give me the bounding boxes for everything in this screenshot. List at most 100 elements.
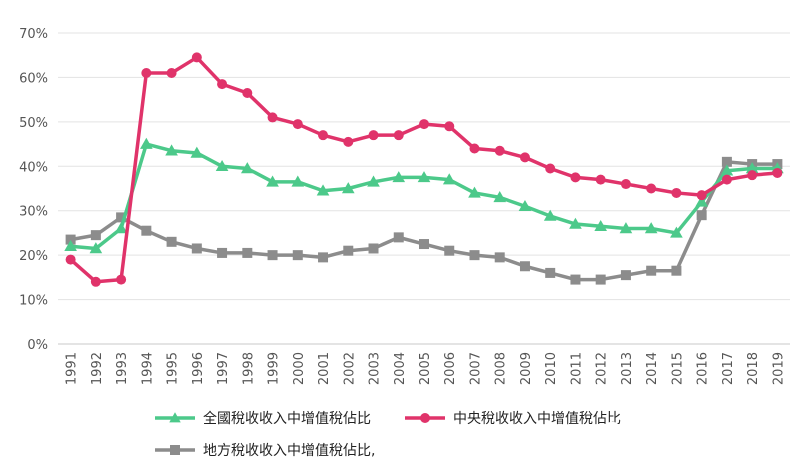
x-tick-label: 1999	[267, 352, 282, 385]
data-point	[595, 174, 606, 185]
data-point	[570, 172, 581, 183]
data-point	[493, 191, 507, 203]
data-point	[695, 195, 708, 207]
data-point	[367, 175, 380, 187]
data-point	[646, 265, 657, 276]
data-point	[368, 243, 379, 254]
series-square	[65, 156, 783, 285]
data-point	[191, 52, 202, 63]
data-point	[671, 187, 682, 198]
x-tick-label: 2002	[342, 352, 357, 385]
data-point	[166, 236, 177, 247]
data-point	[116, 274, 127, 285]
x-tick-label: 2005	[418, 352, 433, 385]
data-point	[620, 270, 631, 281]
y-tick-label: 20%	[19, 249, 48, 264]
data-point	[116, 212, 127, 223]
data-point	[190, 146, 204, 158]
data-point	[417, 171, 431, 183]
data-point	[670, 226, 683, 238]
data-point	[90, 276, 101, 287]
series-triangle	[64, 137, 784, 254]
y-tick-label: 60%	[19, 71, 48, 86]
series-group	[64, 52, 784, 287]
data-point	[720, 164, 734, 176]
x-tick-label: 2004	[393, 352, 408, 385]
data-point	[646, 183, 657, 194]
data-point	[419, 239, 429, 250]
data-point	[444, 245, 455, 256]
data-point	[721, 156, 732, 167]
data-point	[543, 209, 557, 221]
data-point	[165, 144, 178, 156]
data-point	[721, 174, 732, 185]
x-tick-label: 1993	[115, 352, 130, 385]
data-point	[494, 145, 505, 156]
y-tick-label: 0%	[27, 338, 48, 353]
data-point	[393, 130, 404, 141]
data-point	[494, 252, 505, 263]
legend-item: 全國稅收收入中增值稅佔比	[155, 410, 371, 427]
x-tick-label: 1991	[65, 352, 80, 385]
data-point	[318, 252, 329, 263]
x-tick-label: 2012	[595, 352, 610, 385]
data-point	[141, 225, 152, 236]
data-point	[343, 245, 354, 256]
data-point	[240, 162, 254, 174]
data-point	[671, 265, 682, 276]
data-point	[619, 222, 633, 234]
x-tick-label: 2003	[368, 352, 383, 385]
series-circle	[65, 52, 783, 287]
data-point	[267, 250, 278, 261]
snowball-logo-icon	[601, 421, 623, 443]
data-point	[444, 121, 455, 132]
data-point	[696, 210, 707, 221]
data-point	[215, 159, 229, 172]
x-tick-label: 2000	[292, 352, 307, 385]
data-point	[745, 162, 759, 174]
data-point	[569, 217, 582, 229]
data-point	[341, 182, 355, 194]
data-point	[217, 79, 228, 90]
data-point	[191, 243, 202, 254]
data-point	[267, 112, 278, 123]
x-tick-label: 1996	[191, 352, 206, 385]
data-point	[166, 67, 177, 78]
data-point	[644, 222, 658, 234]
data-point	[570, 274, 581, 285]
data-point	[696, 190, 707, 201]
y-axis: 0% 10% 20% 30% 40% 50% 60% 70%	[19, 27, 48, 353]
data-point	[368, 130, 379, 141]
data-point	[318, 130, 329, 141]
data-point	[442, 173, 456, 185]
data-point	[747, 170, 758, 181]
x-tick-label: 1994	[140, 352, 155, 385]
y-tick-label: 50%	[19, 116, 48, 131]
data-point	[594, 219, 608, 232]
data-point	[141, 67, 152, 78]
data-point	[519, 261, 530, 272]
data-point	[519, 152, 530, 163]
x-tick-label: 2011	[569, 352, 584, 385]
x-tick-label: 2007	[468, 352, 483, 385]
data-point	[266, 175, 279, 187]
y-tick-label: 40%	[19, 160, 48, 175]
data-point	[468, 186, 481, 198]
data-point	[242, 87, 253, 98]
x-tick-label: 1998	[241, 352, 256, 385]
x-tick-label: 2010	[544, 352, 559, 385]
legend-label: 地方稅收收入中增值稅佔比,	[203, 443, 375, 459]
y-tick-label: 30%	[19, 205, 48, 220]
legend-label: 全國稅收收入中增值稅佔比	[203, 410, 371, 427]
x-tick-label: 2016	[696, 352, 711, 385]
data-point	[292, 119, 303, 130]
data-point	[772, 167, 783, 178]
grid	[58, 32, 790, 345]
series-line	[70, 142, 778, 251]
x-tick-label: 2008	[494, 352, 509, 385]
y-tick-label: 10%	[19, 294, 48, 309]
x-tick-label: 2015	[670, 352, 685, 385]
x-tick-label: 2019	[771, 352, 786, 385]
